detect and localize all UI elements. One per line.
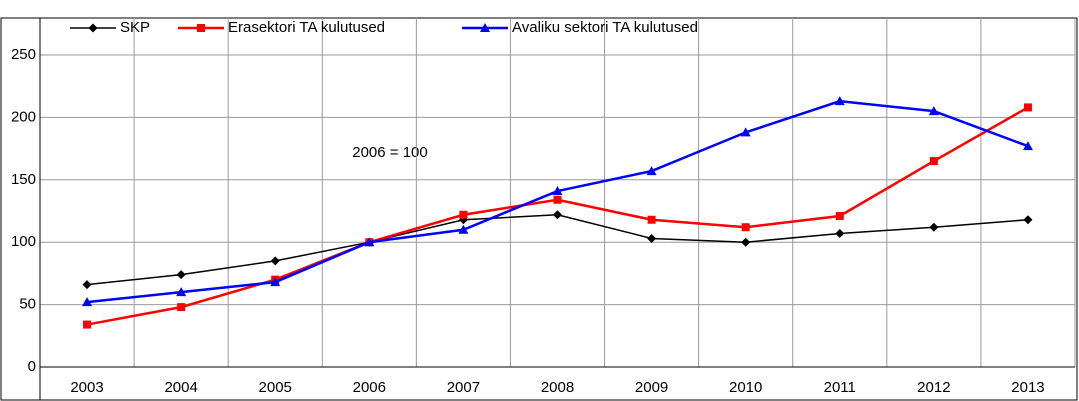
marker — [740, 127, 751, 137]
marker — [741, 223, 750, 232]
x-tick-label: 2006 — [353, 379, 386, 396]
marker — [176, 270, 186, 280]
x-tick-label: 2010 — [729, 379, 762, 396]
marker — [928, 106, 939, 116]
legend-label: SKP — [120, 19, 150, 36]
x-tick-label: 2004 — [164, 379, 197, 396]
marker — [176, 287, 187, 297]
marker — [364, 237, 375, 247]
x-tick-label: 2008 — [541, 379, 574, 396]
marker — [270, 256, 280, 266]
x-tick-label: 2009 — [635, 379, 668, 396]
marker — [1023, 215, 1033, 225]
marker — [553, 195, 562, 204]
marker — [270, 277, 281, 287]
marker — [647, 215, 656, 224]
marker — [197, 24, 205, 32]
y-tick-label: 0 — [28, 358, 36, 375]
chart-frame — [0, 17, 1078, 401]
marker — [1023, 103, 1032, 112]
x-tick-label: 2012 — [917, 379, 950, 396]
marker — [480, 23, 490, 32]
marker — [553, 210, 562, 220]
y-tick-label: 150 — [11, 171, 36, 188]
marker — [835, 228, 845, 238]
marker — [647, 233, 657, 243]
marker — [177, 303, 186, 312]
marker — [741, 237, 751, 247]
marker — [646, 166, 657, 176]
marker — [929, 222, 939, 232]
x-tick-label: 2007 — [447, 379, 480, 396]
marker — [82, 280, 92, 290]
marker — [459, 210, 468, 219]
marker — [834, 96, 845, 106]
marker — [835, 211, 844, 220]
y-tick-label: 100 — [11, 233, 36, 250]
y-tick-label: 200 — [11, 108, 36, 125]
x-tick-label: 2011 — [824, 379, 856, 396]
marker — [82, 297, 93, 307]
marker — [88, 23, 98, 33]
marker — [83, 320, 92, 329]
marker — [1022, 141, 1033, 151]
marker — [552, 186, 563, 196]
y-tick-label: 250 — [11, 46, 36, 63]
x-tick-label: 2005 — [259, 379, 292, 396]
legend-label: Avaliku sektori TA kulutused — [512, 19, 698, 36]
y-tick-label: 50 — [19, 296, 36, 313]
marker — [929, 157, 938, 166]
x-tick-label: 2003 — [70, 379, 103, 396]
legend-label: Erasektori TA kulutused — [228, 19, 385, 36]
x-tick-label: 2013 — [1011, 379, 1044, 396]
annotation: 2006 = 100 — [352, 144, 428, 161]
marker — [458, 224, 469, 234]
